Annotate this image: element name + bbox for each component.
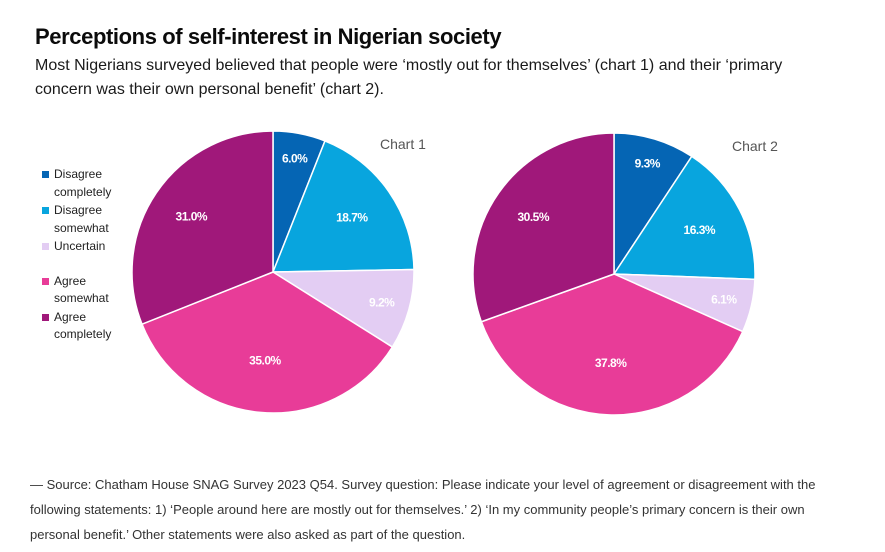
legend-item-disagree-completely: Disagree completely [42, 166, 142, 201]
legend: Disagree completely Disagree somewhat Un… [42, 166, 142, 345]
slice-data-label: 31.0% [176, 210, 208, 224]
pie-slice-agree-somewhat [141, 271, 394, 414]
legend-label: Disagree completely [54, 167, 112, 199]
source-note: — Source: Chatham House SNAG Survey 2023… [30, 477, 816, 542]
slice-data-label: 9.3% [635, 156, 661, 170]
legend-swatch [42, 171, 49, 178]
pie-chart-1: 6.0% 18.7% 9.2% 35.0% 31.0% Chart 1 [131, 130, 426, 414]
slice-data-label: 37.8% [595, 356, 627, 370]
pie-chart-2: 9.3% 16.3% 6.1% 37.8% 30.5% Chart 2 [472, 132, 778, 416]
legend-swatch [42, 277, 49, 285]
legend-label: Agree somewhat [54, 273, 109, 306]
chart-title: Perceptions of self-interest in Nigerian… [35, 24, 502, 49]
legend-swatch [42, 313, 49, 321]
slice-data-label: 6.1% [711, 293, 737, 307]
slice-data-label: 9.2% [369, 295, 395, 309]
pie-slice-agree-completely [472, 132, 615, 323]
legend-label: Agree completely [54, 309, 112, 342]
slice-data-label: 16.3% [684, 223, 716, 237]
pie-slice-disagree-somewhat [612, 155, 756, 281]
legend-item-uncertain: Uncertain [42, 238, 142, 256]
pie-slice-agree-somewhat [480, 273, 744, 416]
legend-item-agree-completely: Agree completely [42, 309, 142, 344]
pie-slice-disagree-somewhat [271, 139, 415, 273]
legend-swatch [42, 243, 49, 250]
pie-slice-agree-completely [131, 130, 274, 326]
pie-charts: 6.0% 18.7% 9.2% 35.0% 31.0% Chart 1 9.3% 16.3% 6… [131, 130, 778, 416]
chart-subtitle: Most Nigerians surveyed believed that pe… [35, 57, 783, 98]
slice-data-label: 35.0% [249, 353, 281, 367]
legend-label: Disagree somewhat [54, 203, 109, 235]
pie-chart-title: Chart 1 [380, 136, 426, 152]
pie-slice-uncertain [270, 268, 415, 349]
slice-data-label: 30.5% [517, 210, 549, 224]
legend-label: Uncertain [54, 239, 106, 253]
slice-data-label: 6.0% [282, 151, 308, 165]
pie-slice-disagree-completely [613, 132, 693, 277]
legend-item-disagree-somewhat: Disagree somewhat [42, 202, 142, 237]
legend-item-agree-somewhat: Agree somewhat [42, 273, 142, 308]
legend-swatch [42, 207, 49, 214]
slice-data-label: 18.7% [336, 210, 368, 224]
pie-chart-title: Chart 2 [732, 138, 778, 154]
